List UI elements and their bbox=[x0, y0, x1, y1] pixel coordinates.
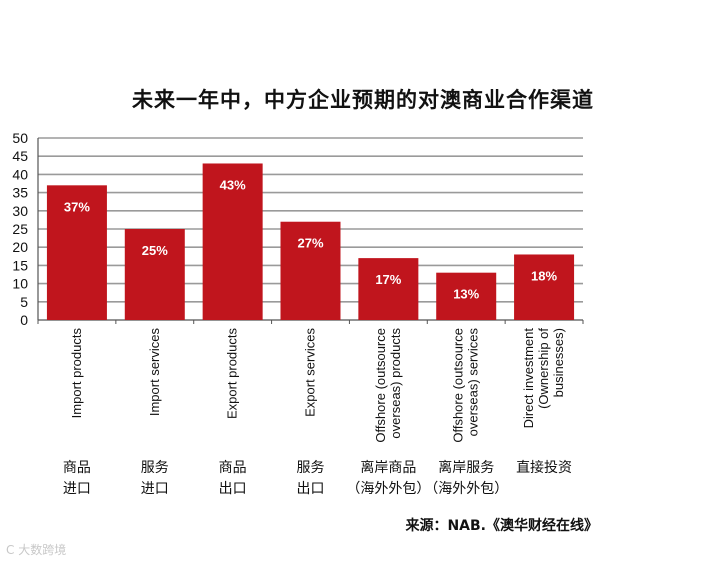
chinese-category-label: 直接投资 bbox=[516, 460, 573, 476]
x-category-label: Offshore (outsourceoverseas) products bbox=[373, 328, 403, 443]
y-tick-label: 20 bbox=[12, 239, 28, 255]
category-label-line: Direct investment bbox=[521, 328, 536, 429]
y-tick-label: 45 bbox=[12, 148, 28, 164]
y-tick-label: 5 bbox=[20, 294, 28, 310]
x-category-label: Import services bbox=[147, 328, 162, 417]
category-label-line: Offshore (outsource bbox=[373, 328, 388, 443]
x-category-label: Direct investment(Ownership ofbusinesses… bbox=[521, 328, 566, 429]
bar-value-label: 18% bbox=[531, 268, 557, 283]
bar bbox=[46, 185, 107, 320]
category-label-line: businesses) bbox=[551, 328, 566, 397]
x-category-label: Export products bbox=[225, 328, 240, 420]
bar-value-label: 25% bbox=[142, 243, 168, 258]
bar bbox=[358, 258, 419, 320]
category-label-line: overseas) products bbox=[388, 328, 403, 439]
watermark: C 大数跨境 bbox=[6, 543, 67, 557]
chinese-category-label: 服务 出口 bbox=[296, 460, 325, 497]
y-tick-label: 30 bbox=[12, 203, 28, 219]
category-label-line: Export products bbox=[225, 328, 240, 420]
bar bbox=[124, 229, 185, 320]
chinese-category-label: 服务 进口 bbox=[140, 460, 169, 497]
y-tick-label: 35 bbox=[12, 185, 28, 201]
chinese-category-label: 离岸商品 （海外外包） bbox=[346, 460, 431, 497]
source-note: 来源：NAB.《澳华财经在线》 bbox=[405, 518, 598, 534]
bar bbox=[514, 254, 575, 320]
y-tick-label: 0 bbox=[20, 312, 28, 328]
category-label-line: Export services bbox=[303, 328, 318, 417]
y-tick-label: 50 bbox=[12, 130, 28, 146]
bar-value-label: 17% bbox=[375, 272, 401, 287]
bar-value-label: 43% bbox=[220, 177, 246, 192]
category-label-line: Offshore (outsource bbox=[451, 328, 466, 443]
category-label-line: overseas) services bbox=[466, 328, 481, 437]
x-category-label: Import products bbox=[69, 328, 84, 419]
bar-value-label: 37% bbox=[64, 199, 90, 214]
y-tick-label: 40 bbox=[12, 166, 28, 182]
y-tick-label: 15 bbox=[12, 257, 28, 273]
chinese-category-label: 离岸服务 （海外外包） bbox=[424, 460, 509, 497]
x-category-label: Export services bbox=[303, 328, 318, 417]
y-tick-label: 25 bbox=[12, 221, 28, 237]
category-label-line: Import products bbox=[69, 328, 84, 419]
category-label-line: Import services bbox=[147, 328, 162, 417]
bar bbox=[436, 272, 497, 320]
bar bbox=[280, 221, 341, 320]
chart-title: 未来一年中，中方企业预期的对澳商业合作渠道 bbox=[132, 88, 594, 112]
bar-value-label: 13% bbox=[453, 287, 479, 302]
bar-value-label: 27% bbox=[297, 236, 323, 251]
x-category-label: Offshore (outsourceoverseas) services bbox=[451, 328, 481, 443]
chinese-category-label: 商品 进口 bbox=[62, 460, 91, 497]
bar bbox=[202, 163, 263, 320]
y-tick-label: 10 bbox=[12, 276, 28, 292]
bar-chart: 0 5 10 15 20 25 30 35 40 45 50 37% Import products 25… bbox=[12, 130, 584, 443]
chinese-category-label: 商品 出口 bbox=[218, 460, 247, 497]
category-label-line: (Ownership of bbox=[536, 328, 551, 409]
